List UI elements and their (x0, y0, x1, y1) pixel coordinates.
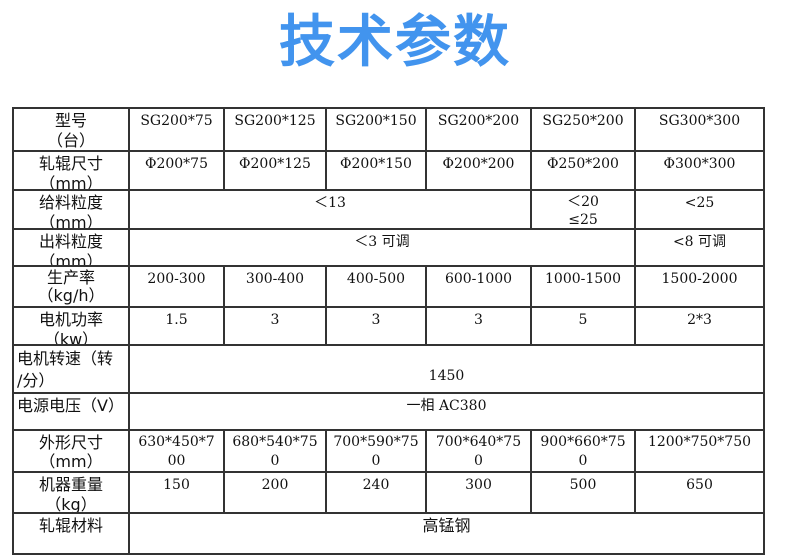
row-capacity: 生产率 （kg/h） 200-300 300-400 400-500 600-1… (12, 265, 765, 308)
cell: 3 (270, 312, 280, 328)
page-title: 技术参数 (279, 10, 511, 75)
cell: ＜20 ≤25 (567, 194, 599, 228)
row-label: 轧辊尺寸 （mm） (38, 154, 103, 189)
cell: ＜3 可调 (354, 234, 410, 250)
cell: 3 (371, 312, 381, 328)
cell: SG200*75 (140, 113, 213, 129)
row-label: 外形尺寸 （mm） (38, 433, 103, 471)
cell: 一相 AC380 (406, 398, 487, 414)
cell: Φ200*200 (442, 156, 515, 172)
cell: 1.5 (165, 312, 188, 328)
row-output-size: 出料粒度 （mm） ＜3 可调 <8 可调 (12, 228, 765, 267)
spec-table: 型号 （台） SG200*75 SG200*125 SG200*150 SG20… (12, 107, 765, 555)
cell: 1500-2000 (661, 271, 738, 287)
cell: 1200*750*750 (647, 434, 752, 450)
cell: SG200*125 (234, 113, 316, 129)
cell: 300 (465, 477, 492, 493)
cell: 2*3 (687, 312, 712, 328)
cell: <25 (684, 195, 715, 211)
cell: SG200*200 (437, 113, 520, 129)
cell: Φ200*75 (144, 156, 208, 172)
row-roll-size: 轧辊尺寸 （mm） Φ200*75 Φ200*125 Φ200*150 Φ200… (12, 150, 765, 191)
cell: Φ250*200 (547, 156, 619, 172)
row-weight: 机器重量 （kg） 150 200 240 300 500 650 (12, 471, 765, 514)
cell: SG300*300 (658, 113, 741, 129)
cell: Φ200*125 (239, 156, 311, 172)
cell: 300-400 (245, 271, 305, 287)
cell: 240 (362, 477, 390, 493)
cell: 5 (578, 312, 588, 328)
cell: Φ300*300 (663, 156, 736, 172)
row-label: 电源电压（V） (17, 396, 124, 415)
cell: 高锰钢 (422, 516, 471, 535)
row-label: 机器重量 （kg） (38, 475, 103, 512)
cell: 400-500 (346, 271, 406, 287)
cell: 200 (261, 477, 289, 493)
row-roll-material: 轧辊材料 高锰钢 (12, 512, 765, 555)
row-label: 型号 （台） (46, 111, 95, 150)
cell: 680*540*75 0 (232, 434, 318, 469)
row-label: 给料粒度 （mm） (38, 193, 103, 228)
cell: 1000-1500 (545, 271, 621, 287)
cell: 700*590*75 0 (333, 434, 419, 469)
row-label: 电机功率 （kw） (38, 310, 103, 344)
row-label: 出料粒度 （mm） (38, 232, 103, 265)
row-motor-power: 电机功率 （kw） 1.5 3 3 3 5 2*3 (12, 306, 765, 346)
cell: 200-300 (147, 271, 206, 287)
cell: SG250*200 (542, 113, 624, 129)
cell: ＜13 (314, 195, 346, 211)
row-label: 生产率 （kg/h） (37, 268, 105, 305)
cell: 600-1000 (444, 271, 513, 287)
row-label: 轧辊材料 (38, 516, 103, 535)
row-models: 型号 （台） SG200*75 SG200*125 SG200*150 SG20… (12, 107, 765, 152)
cell: 3 (474, 312, 483, 328)
cell: 900*660*75 0 (540, 434, 626, 469)
cell: 150 (163, 477, 190, 493)
cell: SG200*150 (335, 113, 417, 129)
cell: 630*450*7 00 (138, 434, 215, 469)
row-label: 电机转速（转 /分） (17, 349, 114, 390)
cell: 650 (686, 477, 713, 493)
cell: Φ200*150 (340, 156, 412, 172)
row-dimensions: 外形尺寸 （mm） 630*450*7 00 680*540*75 0 700*… (12, 429, 765, 473)
row-feed-size: 给料粒度 （mm） ＜13 ＜20 ≤25 <25 (12, 189, 765, 230)
cell: 500 (569, 477, 597, 493)
row-voltage: 电源电压（V） 一相 AC380 (12, 392, 765, 431)
cell: <8 可调 (672, 234, 727, 250)
row-motor-speed: 电机转速（转 /分） 1450 (12, 344, 765, 394)
cell: 700*640*75 0 (435, 434, 522, 469)
cell: 1450 (428, 368, 465, 384)
